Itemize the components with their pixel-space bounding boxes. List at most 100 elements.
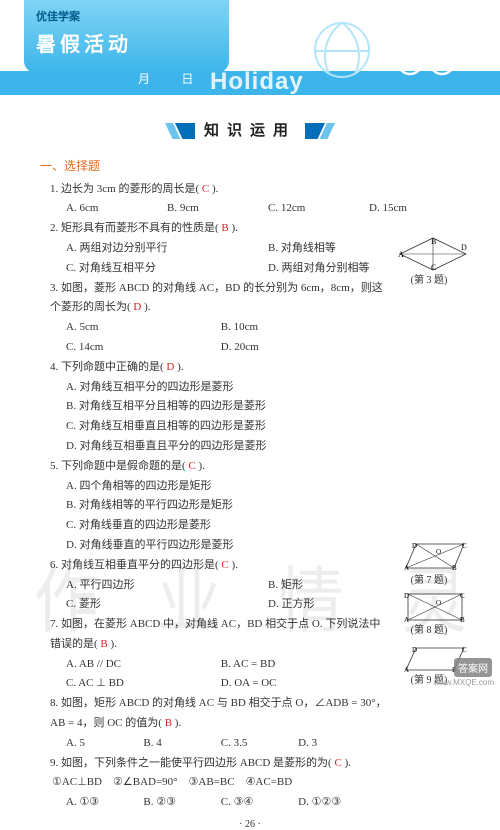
sub: B. 对角线互相平分且相等的四边形是菱形 (66, 397, 470, 417)
q-answer: C (188, 460, 195, 472)
brand-text: 优佳学案 (36, 8, 217, 24)
page-number: · 26 · (0, 819, 500, 830)
svg-text:C: C (431, 263, 436, 272)
category-heading: 一、选择题 (40, 156, 470, 178)
q-answer: C (202, 183, 209, 195)
svg-text:D: D (461, 243, 467, 252)
q-answer: B (165, 717, 172, 729)
holiday-word: Holiday (210, 68, 304, 96)
opt: D. 15cm (369, 199, 470, 219)
q-num: 3. (50, 282, 58, 294)
q8-options: A. 5 B. 4 C. 3.5 D. 3 (66, 734, 376, 754)
opt: D. ①②③ (298, 793, 375, 813)
q-num: 6. (50, 559, 58, 571)
q-text: 矩形具有而菱形不具有的性质是( (61, 222, 219, 234)
sub: A. 对角线互相平分的四边形是菱形 (66, 378, 470, 398)
q3-options: A. 5cm B. 10cm C. 14cm D. 20cm (66, 318, 376, 358)
svg-text:A: A (404, 564, 409, 572)
sun-icon (470, 30, 500, 73)
opt: C. ③④ (221, 793, 298, 813)
q9-conditions: ①AC⊥BD ②∠BAD=90° ③AB=BC ④AC=BD (52, 773, 470, 793)
opt: C. 对角线互相平分 (66, 259, 268, 279)
opt: D. 20cm (221, 338, 376, 358)
q-tail: ). (144, 301, 150, 313)
opt: A. ①③ (66, 793, 143, 813)
q-text: 下列命题中是假命题的是( (61, 460, 186, 472)
q-answer: D (133, 301, 141, 313)
q-text: 下列命题中正确的是( (61, 361, 164, 373)
opt: B. 10cm (221, 318, 376, 338)
q-num: 5. (50, 460, 58, 472)
question-4: 4. 下列命题中正确的是( D ). (50, 358, 470, 378)
content-area: 一、选择题 1. 边长为 3cm 的菱形的周长是( C ). A. 6cm B.… (0, 156, 500, 813)
opt: B. AC = BD (221, 655, 376, 675)
section-title: 知识运用 (204, 119, 296, 140)
q-tail: ). (345, 757, 351, 769)
q-tail: ). (199, 460, 205, 472)
sub: B. 对角线相等的平行四边形是矩形 (66, 496, 470, 516)
header-banner: 优佳学案 暑假活动 (24, 0, 229, 73)
opt: D. OA = OC (221, 674, 376, 694)
sub: C. 对角线垂直的四边形是菱形 (66, 516, 470, 536)
q-tail: ). (175, 717, 181, 729)
opt: C. 3.5 (221, 734, 298, 754)
q-num: 4. (50, 361, 58, 373)
q1-options: A. 6cm B. 9cm C. 12cm D. 15cm (66, 199, 470, 219)
q4-subs: A. 对角线互相平分的四边形是菱形 B. 对角线互相平分且相等的四边形是菱形 C… (66, 378, 470, 457)
opt: D. 3 (298, 734, 375, 754)
q-text: 如图，下列条件之一能使平行四边形 ABCD 是菱形的为( (61, 757, 332, 769)
q-tail: ). (177, 361, 183, 373)
svg-text:A: A (398, 250, 404, 259)
q-text: 对角线互相垂直平分的四边形是( (61, 559, 219, 571)
q-tail: ). (232, 559, 238, 571)
q-text: 如图，矩形 ABCD 的对角线 AC 与 BD 相交于点 O，∠ADB = 30… (50, 697, 387, 729)
q-tail: ). (212, 183, 218, 195)
q-num: 1. (50, 183, 58, 195)
opt: B. 4 (143, 734, 220, 754)
opt: A. 6cm (66, 199, 167, 219)
svg-text:C: C (460, 592, 465, 600)
question-8: 8. 如图，矩形 ABCD 的对角线 AC 与 BD 相交于点 O，∠ADB =… (50, 694, 470, 734)
svg-text:C: C (462, 646, 467, 654)
svg-text:O: O (436, 599, 441, 607)
q-text: 边长为 3cm 的菱形的周长是( (61, 183, 199, 195)
q-text: 如图，菱形 ABCD 的对角线 AC，BD 的长分别为 6cm，8cm，则这个菱… (50, 282, 383, 314)
q-answer: B (221, 222, 228, 234)
figure-label-q7: (第 7 题) (396, 572, 462, 590)
slash-decor-right-icon (305, 123, 345, 142)
opt: A. 平行四边形 (66, 576, 268, 596)
opt: C. 12cm (268, 199, 369, 219)
section-title-row: 知识运用 (0, 119, 500, 142)
q-tail: ). (111, 638, 117, 650)
opt: A. 5 (66, 734, 143, 754)
opt: C. 14cm (66, 338, 221, 358)
sub: D. 对角线互相垂直且平分的四边形是菱形 (66, 437, 470, 457)
opt: B. ②③ (143, 793, 220, 813)
watermark-url: www.MXQE.com (434, 678, 494, 687)
sub: A. 四个角相等的四边形是矩形 (66, 477, 470, 497)
q-num: 7. (50, 618, 58, 630)
book-title: 暑假活动 (36, 28, 217, 57)
question-9: 9. 如图，下列条件之一能使平行四边形 ABCD 是菱形的为( C ). (50, 754, 470, 774)
bicycle-icon (396, 26, 456, 79)
svg-text:O: O (436, 548, 441, 556)
figure-label-q8: (第 8 题) (396, 622, 462, 640)
opt: C. AC ⊥ BD (66, 674, 221, 694)
svg-text:C: C (462, 542, 467, 550)
svg-text:B: B (452, 564, 457, 572)
q7-options: A. AB // DC B. AC = BD C. AC ⊥ BD D. OA … (66, 655, 376, 695)
opt: A. 5cm (66, 318, 221, 338)
watermark-badge: 答案网 (454, 658, 492, 677)
basketball-icon (314, 22, 370, 78)
q-tail: ). (232, 222, 238, 234)
question-1: 1. 边长为 3cm 的菱形的周长是( C ). (50, 180, 470, 200)
q-num: 9. (50, 757, 58, 769)
q-answer: D (166, 361, 174, 373)
month-day-label: 月 日 (138, 70, 207, 87)
opt: A. 两组对边分别平行 (66, 239, 268, 259)
q9-options: A. ①③ B. ②③ C. ③④ D. ①②③ (66, 793, 376, 813)
opt: C. 菱形 (66, 595, 268, 615)
q-answer: C (334, 757, 341, 769)
page-header: 优佳学案 暑假活动 月 日 Holiday (0, 0, 500, 95)
q-answer: B (100, 638, 107, 650)
